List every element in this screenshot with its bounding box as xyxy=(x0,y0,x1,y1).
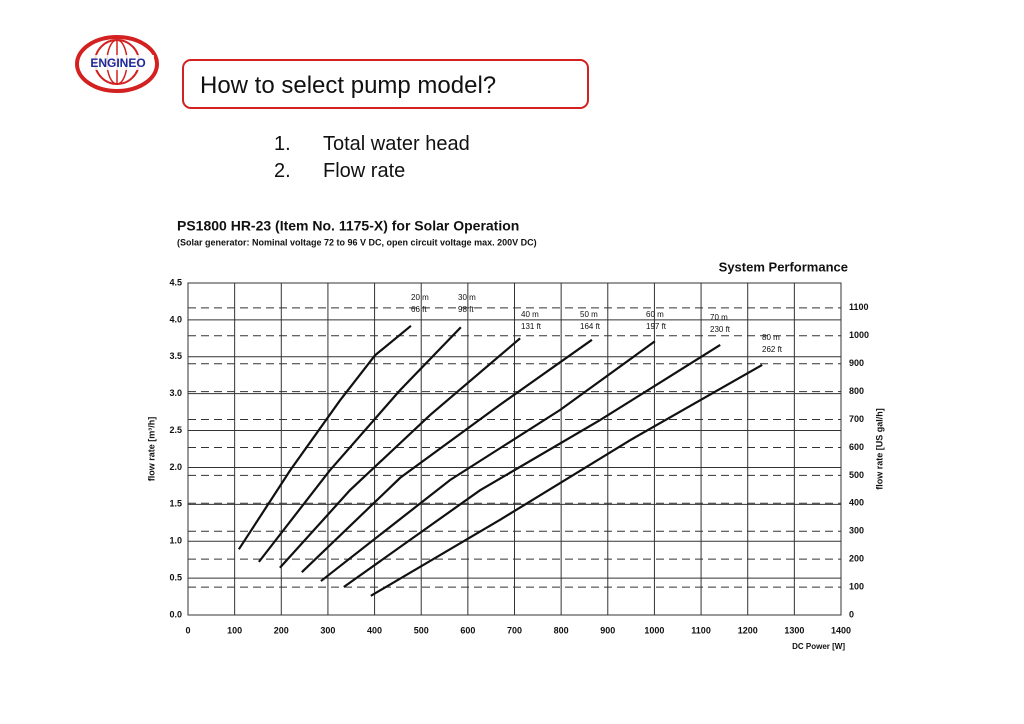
x-tick-label: 1400 xyxy=(831,625,851,635)
y2-tick-label: 300 xyxy=(849,526,864,536)
series-label: 40 m xyxy=(521,310,539,319)
series-label: 164 ft xyxy=(580,322,601,331)
logo: ENGINEO xyxy=(75,35,159,93)
y-tick-label: 0.5 xyxy=(169,572,182,582)
list-item: Total water head xyxy=(323,133,470,155)
series-line xyxy=(320,340,656,582)
annotation: System Performance xyxy=(719,259,848,274)
series-label: 80 m xyxy=(762,333,780,342)
y2-tick-label: 800 xyxy=(849,386,864,396)
logo-text: ENGINEO xyxy=(90,56,145,70)
y-tick-label: 1.5 xyxy=(169,499,182,509)
chart-subtitle: (Solar generator: Nominal voltage 72 to … xyxy=(177,237,537,247)
x-tick-label: 700 xyxy=(507,625,522,635)
y2-tick-label: 700 xyxy=(849,414,864,424)
series-label: 262 ft xyxy=(762,345,783,354)
x-tick-label: 1100 xyxy=(691,625,711,635)
x-tick-label: 800 xyxy=(554,625,569,635)
y2-tick-label: 1000 xyxy=(849,330,869,340)
series-line xyxy=(370,363,763,597)
x-tick-label: 1000 xyxy=(644,625,664,635)
series-label: 30 m xyxy=(458,293,476,302)
x-tick-label: 1200 xyxy=(738,625,758,635)
y2-tick-label: 1100 xyxy=(849,302,869,312)
y-tick-label: 1.0 xyxy=(169,536,182,546)
series-label: 230 ft xyxy=(710,325,731,334)
y2-axis-label: flow rate [US gal/h] xyxy=(874,408,884,490)
y-tick-label: 3.0 xyxy=(169,388,182,398)
series-line xyxy=(237,324,412,550)
y-tick-label: 2.0 xyxy=(169,462,182,472)
series-label: 98 ft xyxy=(458,305,474,314)
chart: PS1800 HR-23 (Item No. 1175-X) for Solar… xyxy=(146,218,884,651)
y-tick-label: 0.0 xyxy=(169,609,182,619)
y-axis-label: flow rate [m³/h] xyxy=(146,417,156,482)
y2-tick-label: 500 xyxy=(849,470,864,480)
series-label: 50 m xyxy=(580,310,598,319)
x-axis-label: DC Power [W] xyxy=(792,642,845,651)
series-line xyxy=(258,326,462,563)
x-tick-label: 100 xyxy=(227,625,242,635)
series-line xyxy=(279,337,521,569)
y2-tick-label: 400 xyxy=(849,498,864,508)
slide-title: How to select pump model? xyxy=(200,72,496,99)
series-line xyxy=(301,338,593,574)
series-label: 131 ft xyxy=(521,322,542,331)
x-tick-label: 500 xyxy=(414,625,429,635)
series-label: 70 m xyxy=(710,313,728,322)
series-label: 20 m xyxy=(411,293,429,302)
series-label: 66 ft xyxy=(411,305,427,314)
series-line xyxy=(343,344,721,588)
list-number: 2. xyxy=(274,160,291,182)
list-item: Flow rate xyxy=(323,160,405,182)
y-tick-label: 3.5 xyxy=(169,351,182,361)
series-label: 197 ft xyxy=(646,322,667,331)
x-tick-label: 0 xyxy=(185,625,190,635)
y-tick-label: 4.0 xyxy=(169,314,182,324)
x-tick-label: 200 xyxy=(274,625,289,635)
series-label: 60 m xyxy=(646,310,664,319)
list-number: 1. xyxy=(274,133,291,155)
title-box xyxy=(182,59,589,109)
y2-tick-label: 900 xyxy=(849,358,864,368)
y2-tick-label: 100 xyxy=(849,581,864,591)
y-tick-label: 4.5 xyxy=(169,277,182,287)
x-tick-label: 900 xyxy=(600,625,615,635)
y-tick-label: 2.5 xyxy=(169,425,182,435)
x-tick-label: 400 xyxy=(367,625,382,635)
chart-title: PS1800 HR-23 (Item No. 1175-X) for Solar… xyxy=(177,218,519,234)
x-tick-label: 600 xyxy=(460,625,475,635)
y2-tick-label: 0 xyxy=(849,609,854,619)
x-tick-label: 1300 xyxy=(784,625,804,635)
y2-tick-label: 200 xyxy=(849,554,864,564)
x-tick-label: 300 xyxy=(320,625,335,635)
y2-tick-label: 600 xyxy=(849,442,864,452)
logo-ring xyxy=(75,35,159,93)
